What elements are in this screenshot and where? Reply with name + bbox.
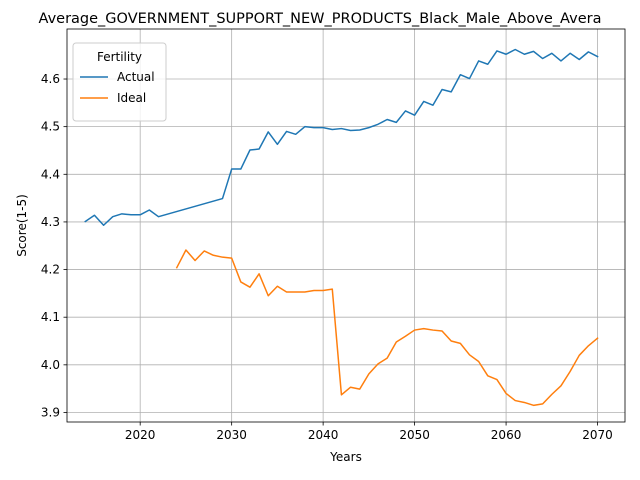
chart-title: Average_GOVERNMENT_SUPPORT_NEW_PRODUCTS_…	[39, 11, 602, 27]
y-tick-label: 4.3	[41, 215, 60, 229]
legend-box	[72, 42, 167, 122]
series-line-ideal	[175, 249, 599, 407]
x-tick-label: 2040	[308, 428, 339, 442]
y-tick-label: 4.1	[41, 310, 60, 324]
legend-title: Fertility	[97, 50, 142, 64]
x-tick-label: 2050	[399, 428, 430, 442]
plot-frame	[66, 28, 626, 423]
y-tick-label: 4.6	[41, 72, 60, 86]
x-tick-label: 2020	[125, 428, 156, 442]
legend-label-actual: Actual	[117, 70, 155, 84]
y-tick-label: 4.2	[41, 263, 60, 277]
series-line-actual	[84, 48, 599, 227]
y-tick-label: 4.4	[41, 167, 60, 181]
legend: Fertility Actual Ideal	[72, 42, 167, 122]
y-tick-label: 4.5	[41, 120, 60, 134]
x-axis-label: Years	[329, 450, 362, 464]
y-tick-label: 4.0	[41, 358, 60, 372]
x-tick-label: 2070	[582, 428, 613, 442]
x-tick-label: 2060	[491, 428, 522, 442]
grid-lines	[67, 29, 625, 422]
series-lines	[84, 48, 599, 407]
y-tick-label: 3.9	[41, 405, 60, 419]
axis-ticks: 2020 2030 2040 2050 2060 2070 3.9 4.0 4.1 4.2 4.3 4…	[41, 72, 613, 442]
x-tick-label: 2030	[216, 428, 247, 442]
y-axis-label: Score(1-5)	[15, 194, 29, 257]
legend-label-ideal: Ideal	[117, 91, 146, 105]
